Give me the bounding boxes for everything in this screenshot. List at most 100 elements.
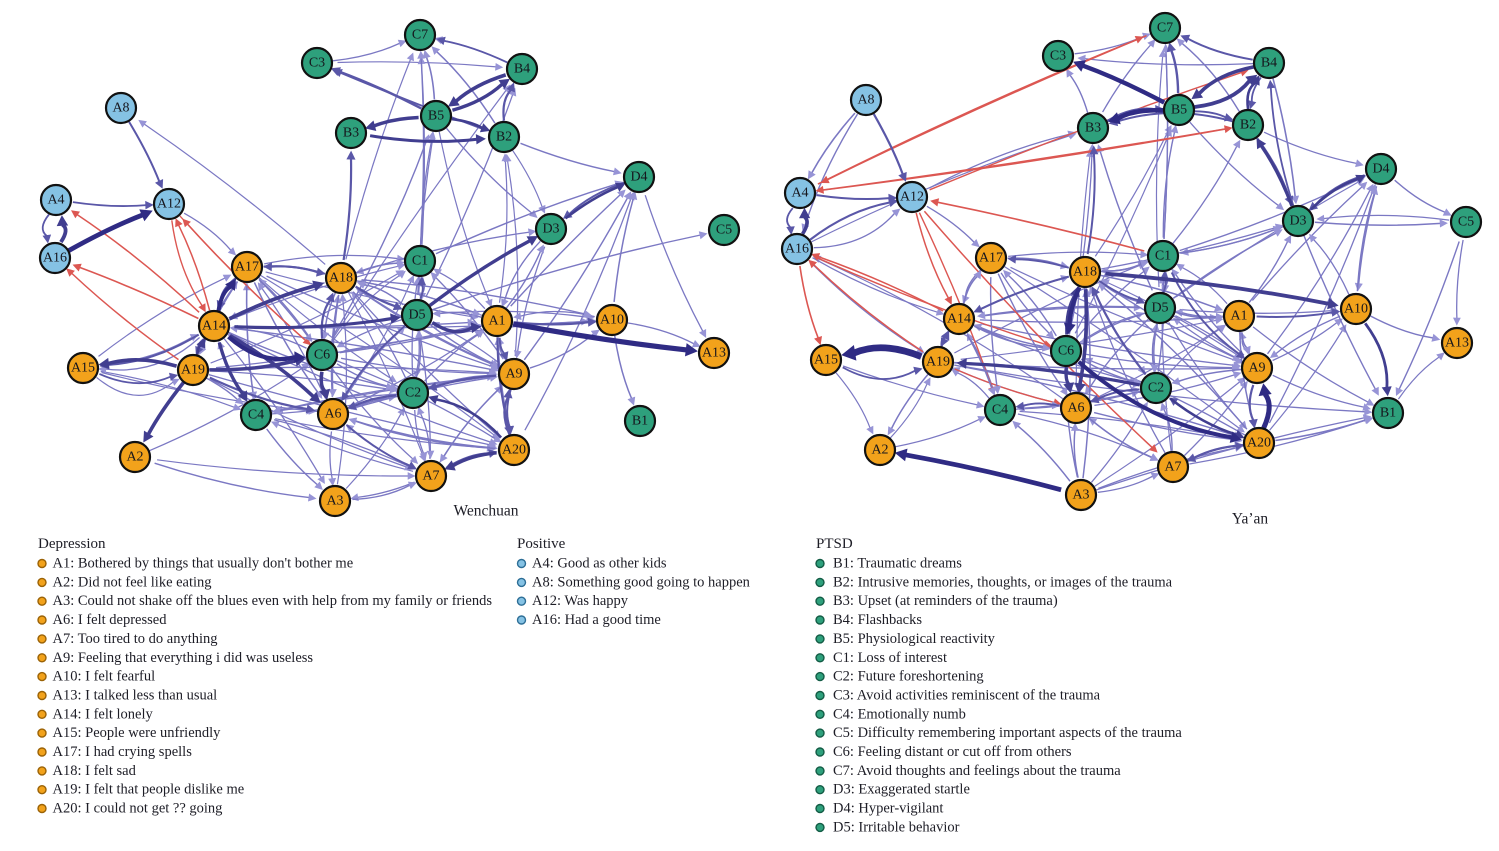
svg-text:B4: B4 — [514, 62, 530, 77]
svg-text:A19: A19 — [926, 355, 950, 370]
svg-text:Positive: Positive — [517, 536, 566, 552]
svg-text:A15: People were unfriendly: A15: People were unfriendly — [53, 725, 222, 741]
svg-text:A12: A12 — [900, 190, 924, 205]
svg-text:C2: C2 — [1148, 381, 1164, 396]
svg-text:A17: A17 — [979, 251, 1003, 266]
svg-text:D4: D4 — [1372, 162, 1389, 177]
svg-text:A9: Feeling that everything i: A9: Feeling that everything i did was us… — [53, 650, 314, 666]
svg-text:A17: A17 — [235, 260, 259, 275]
svg-text:A18: A18 — [329, 271, 353, 286]
svg-text:B5: Physiological reactivity: B5: Physiological reactivity — [833, 631, 996, 647]
svg-text:A12: Was happy: A12: Was happy — [532, 593, 629, 609]
svg-text:B3: Upset (at reminders of the: B3: Upset (at reminders of the trauma) — [833, 593, 1058, 609]
svg-text:D5: D5 — [1151, 301, 1168, 316]
svg-text:A10: A10 — [1344, 302, 1368, 317]
svg-text:A2: A2 — [871, 443, 888, 458]
svg-text:C4: C4 — [248, 408, 264, 423]
svg-text:A7: A7 — [1164, 460, 1181, 475]
svg-text:A16: A16 — [785, 242, 809, 257]
svg-text:C1: C1 — [412, 254, 428, 269]
svg-text:D5: D5 — [408, 308, 425, 323]
svg-text:A6: A6 — [324, 407, 341, 422]
svg-text:D3: Exaggerated startle: D3: Exaggerated startle — [833, 782, 970, 798]
svg-text:A16: A16 — [43, 251, 67, 266]
svg-text:C6: C6 — [314, 348, 330, 363]
svg-text:B3: B3 — [1085, 121, 1101, 136]
svg-text:A3: A3 — [326, 494, 343, 509]
svg-text:C6: Feeling distant or cut off: C6: Feeling distant or cut off from othe… — [833, 744, 1072, 760]
svg-text:A14: A14 — [202, 319, 226, 334]
svg-text:A19: A19 — [181, 363, 205, 378]
svg-text:B5: B5 — [1171, 103, 1187, 118]
svg-text:D3: D3 — [1289, 214, 1306, 229]
svg-text:C7: Avoid thoughts and feeling: C7: Avoid thoughts and feelings about th… — [833, 763, 1121, 779]
svg-text:B2: Intrusive memories, though: B2: Intrusive memories, thoughts, or ima… — [833, 574, 1173, 590]
svg-text:D3: D3 — [542, 222, 559, 237]
svg-text:A18: A18 — [1073, 265, 1097, 280]
svg-text:A1: Bothered by things that us: A1: Bothered by things that usually don'… — [53, 556, 354, 572]
svg-text:A4: Good as other kids: A4: Good as other kids — [532, 556, 667, 572]
svg-text:A13: A13 — [702, 346, 726, 361]
svg-text:C7: C7 — [412, 28, 428, 43]
svg-text:A20: A20 — [502, 443, 526, 458]
svg-text:A4: A4 — [791, 186, 808, 201]
svg-text:A6: A6 — [1067, 401, 1084, 416]
svg-text:C5: Difficulty remembering imp: C5: Difficulty remembering important asp… — [833, 725, 1182, 741]
svg-text:A14: I felt lonely: A14: I felt lonely — [53, 706, 154, 722]
svg-text:A16: Had a good time: A16: Had a good time — [532, 612, 661, 628]
svg-text:A15: A15 — [814, 353, 838, 368]
svg-text:B3: B3 — [343, 126, 359, 141]
svg-text:A3: A3 — [1072, 488, 1089, 503]
svg-text:B5: B5 — [428, 109, 444, 124]
svg-text:A7: Too tired to do anything: A7: Too tired to do anything — [53, 631, 218, 647]
svg-text:B1: B1 — [1380, 406, 1396, 421]
svg-text:A15: A15 — [71, 361, 95, 376]
svg-text:Ya’an: Ya’an — [1232, 511, 1269, 528]
svg-text:C1: Loss of interest: C1: Loss of interest — [833, 650, 947, 666]
svg-text:PTSD: PTSD — [816, 536, 853, 552]
svg-text:A14: A14 — [947, 312, 971, 327]
svg-text:A1: A1 — [1230, 309, 1247, 324]
svg-text:D4: D4 — [630, 170, 647, 185]
svg-text:A13: A13 — [1445, 336, 1469, 351]
svg-text:A9: A9 — [505, 367, 522, 382]
svg-text:A13: I talked less than usual: A13: I talked less than usual — [53, 688, 218, 704]
svg-text:C1: C1 — [1155, 249, 1171, 264]
svg-text:C2: Future foreshortening: C2: Future foreshortening — [833, 669, 984, 685]
svg-text:C3: Avoid activities reminisce: C3: Avoid activities reminiscent of the … — [833, 688, 1101, 704]
svg-text:A2: A2 — [126, 450, 143, 465]
svg-text:C7: C7 — [1157, 21, 1173, 36]
svg-text:A4: A4 — [47, 193, 64, 208]
svg-text:A20: I could not get ?? going: A20: I could not get ?? going — [53, 801, 223, 817]
svg-text:D5: Irritable behavior: D5: Irritable behavior — [833, 819, 960, 835]
svg-text:Depression: Depression — [38, 536, 106, 552]
svg-text:A9: A9 — [1248, 361, 1265, 376]
svg-text:A10: A10 — [600, 313, 624, 328]
svg-text:C5: C5 — [1458, 215, 1474, 230]
svg-text:D4: Hyper-vigilant: D4: Hyper-vigilant — [833, 801, 943, 817]
svg-text:A1: A1 — [488, 314, 505, 329]
svg-text:B1: Traumatic dreams: B1: Traumatic dreams — [833, 556, 962, 572]
svg-text:C5: C5 — [716, 223, 732, 238]
svg-text:A3: Could not shake off the bl: A3: Could not shake off the blues even w… — [53, 593, 493, 609]
svg-text:C3: C3 — [1050, 49, 1066, 64]
svg-text:B2: B2 — [496, 130, 512, 145]
svg-text:C6: C6 — [1058, 344, 1074, 359]
svg-text:A8: Something good going to ha: A8: Something good going to happen — [532, 574, 751, 590]
svg-text:C2: C2 — [405, 386, 421, 401]
svg-text:C4: C4 — [992, 403, 1008, 418]
svg-text:Wenchuan: Wenchuan — [453, 503, 518, 520]
svg-text:A8: A8 — [112, 101, 129, 116]
svg-text:A19: I felt that people dislik: A19: I felt that people dislike me — [53, 782, 245, 798]
svg-text:A2: Did not feel like eating: A2: Did not feel like eating — [53, 574, 212, 590]
svg-text:A17: I had crying spells: A17: I had crying spells — [53, 744, 193, 760]
svg-text:B1: B1 — [632, 414, 648, 429]
svg-text:C4: Emotionally numb: C4: Emotionally numb — [833, 706, 966, 722]
svg-text:A8: A8 — [857, 93, 874, 108]
svg-text:A20: A20 — [1247, 436, 1271, 451]
svg-text:A7: A7 — [422, 469, 439, 484]
svg-text:B4: Flashbacks: B4: Flashbacks — [833, 612, 922, 628]
svg-text:B4: B4 — [1261, 56, 1277, 71]
svg-text:C3: C3 — [309, 56, 325, 71]
svg-text:B2: B2 — [1240, 118, 1256, 133]
